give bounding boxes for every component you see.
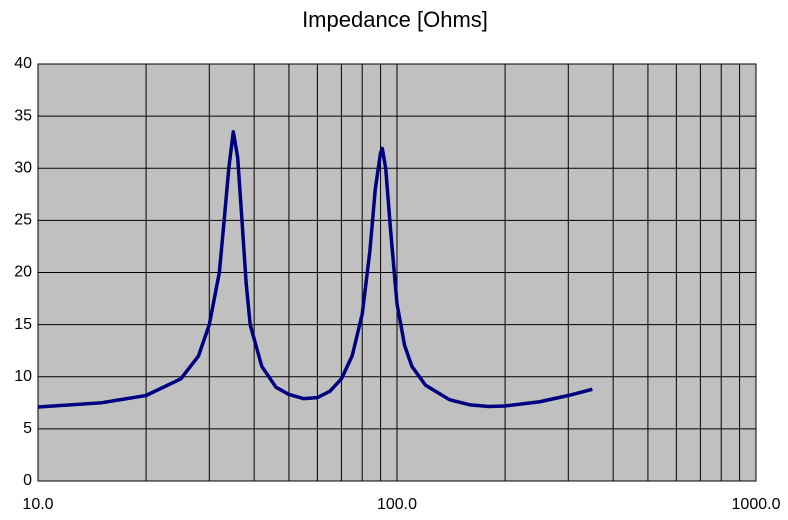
plot-border [37,63,757,482]
x-tick-label: 1000.0 [732,496,781,513]
y-tick-label: 10 [14,368,32,385]
y-tick-label: 5 [23,420,32,437]
y-tick-label: 40 [14,55,32,72]
y-tick-label: 0 [23,472,32,489]
y-tick-label: 20 [14,264,32,281]
y-tick-label: 15 [14,316,32,333]
chart-title: Impedance [Ohms] [302,7,488,32]
y-tick-label: 30 [14,159,32,176]
x-tick-label: 10.0 [22,496,53,513]
y-tick-label: 25 [14,212,32,229]
impedance-line [37,130,593,409]
y-tick-label: 35 [14,107,32,124]
x-tick-label: 100.0 [377,496,417,513]
